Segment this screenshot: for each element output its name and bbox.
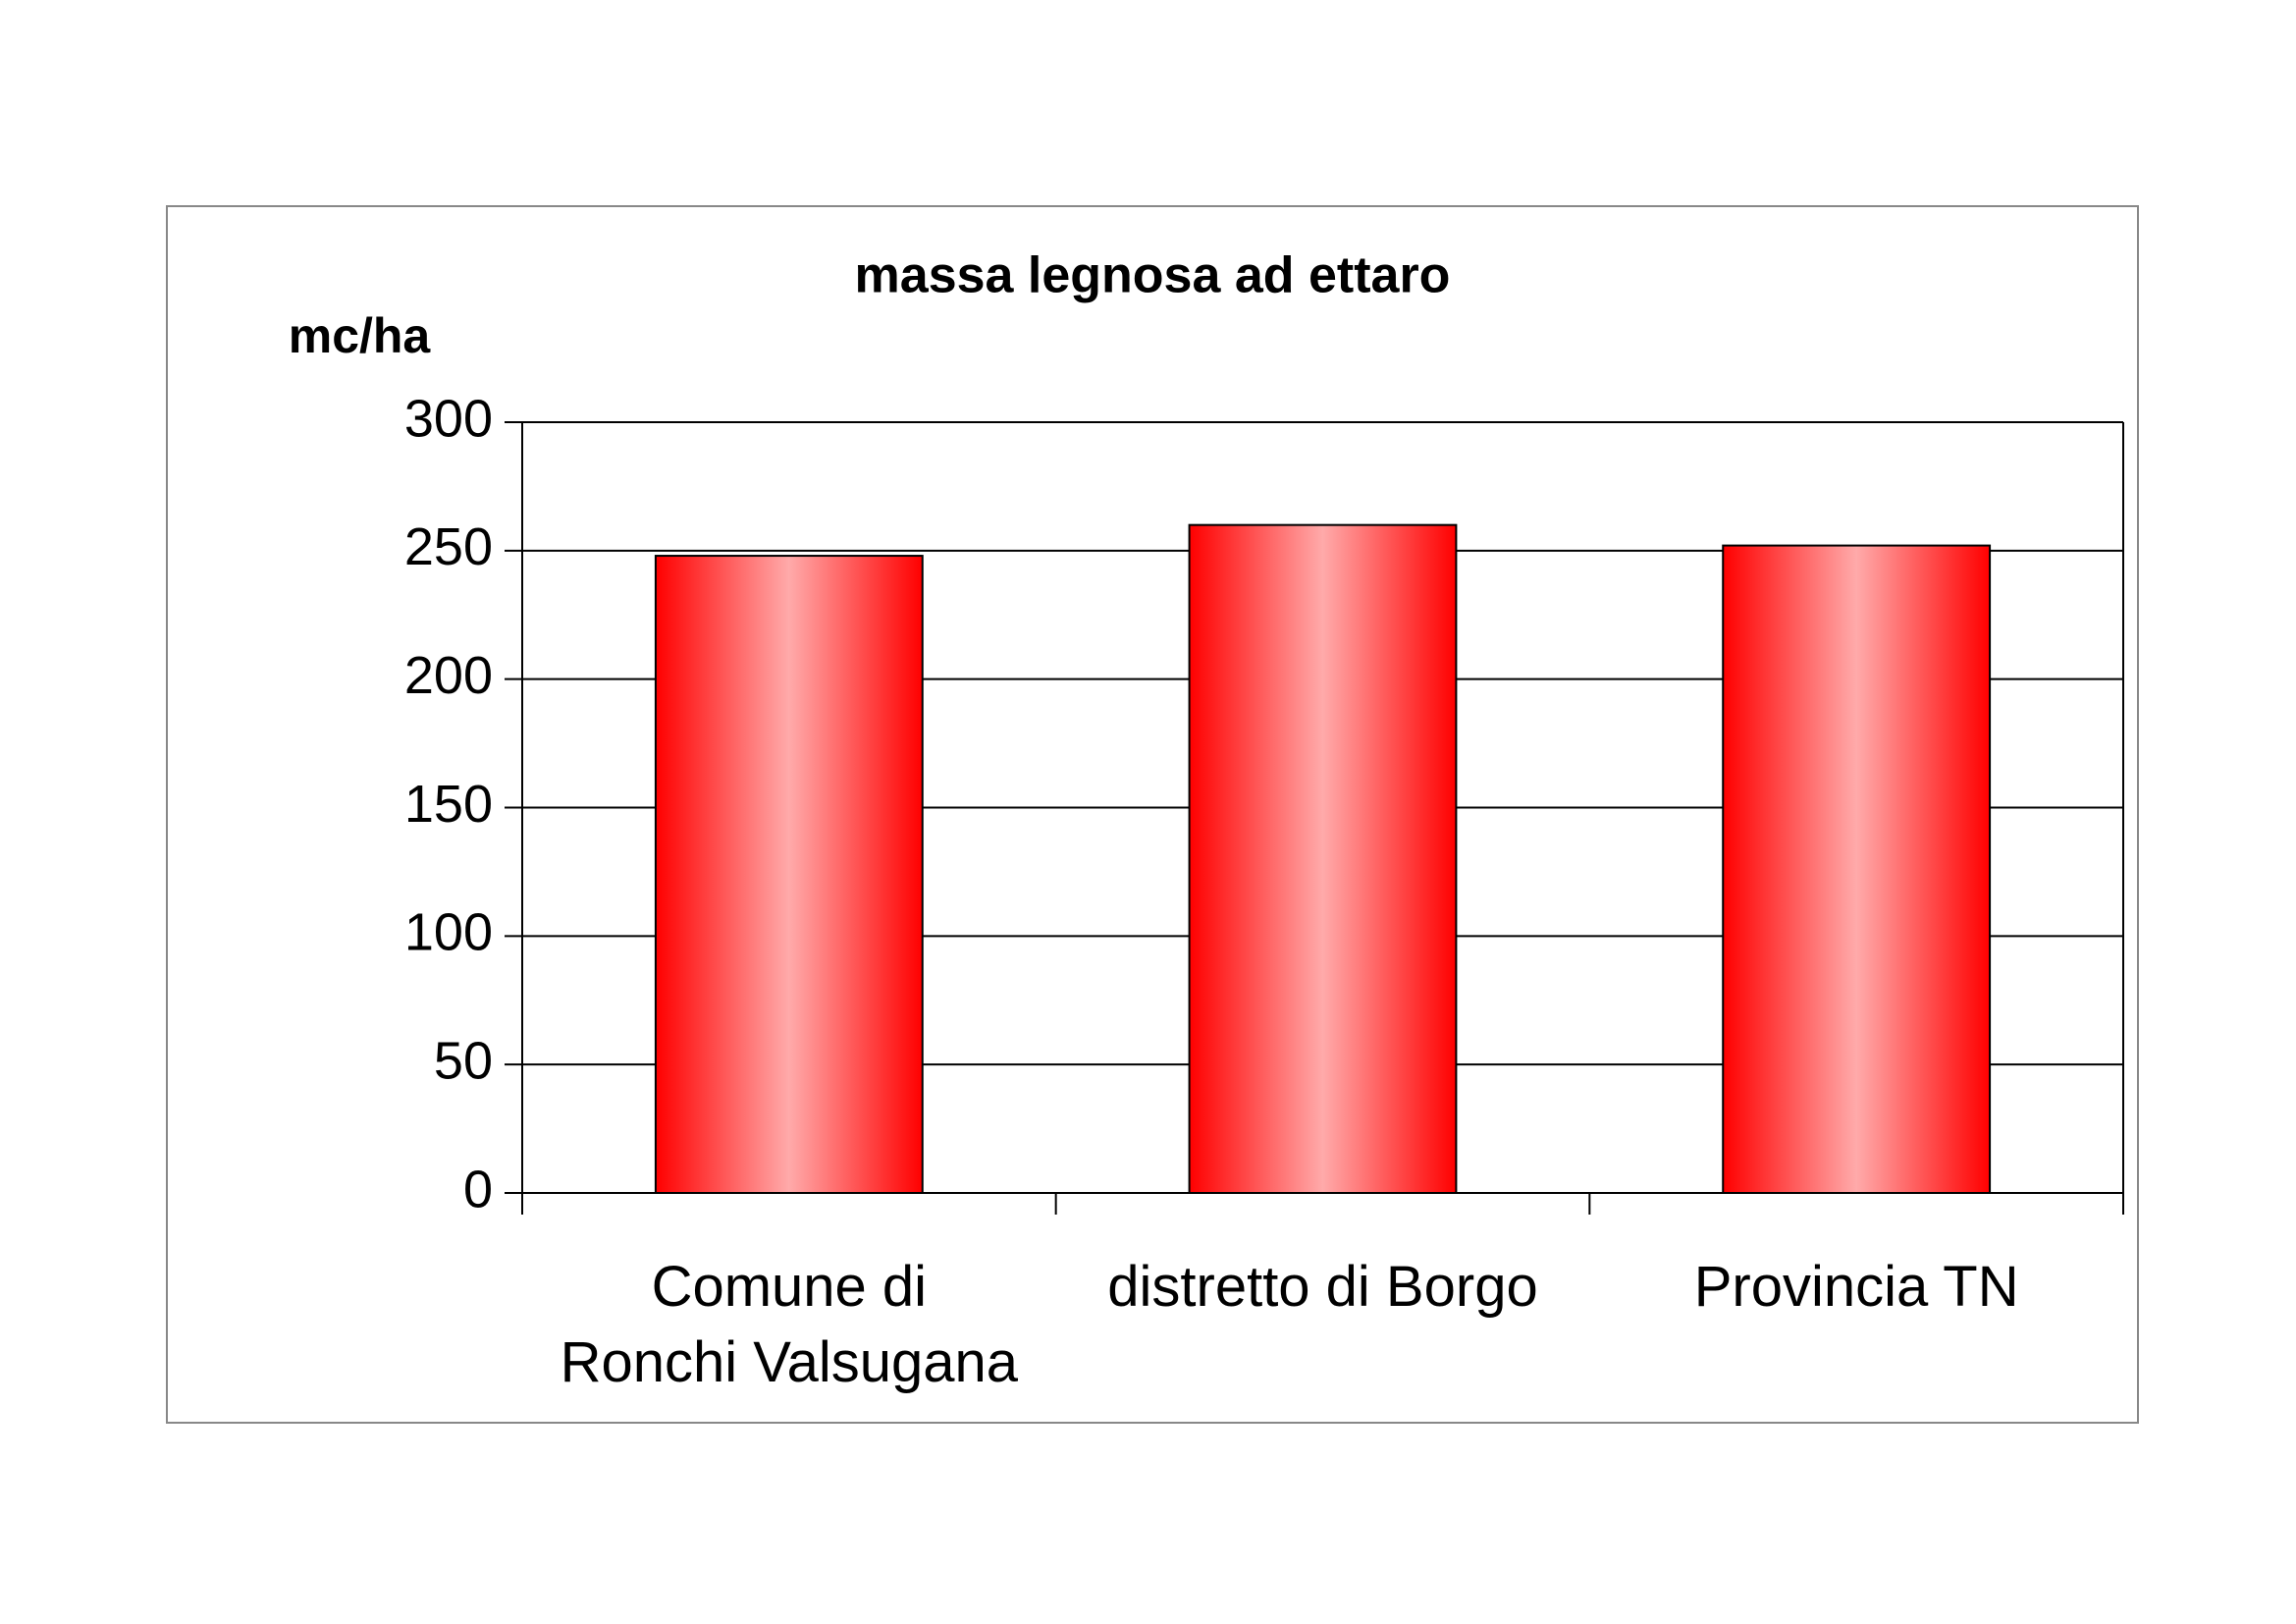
y-axis-label: mc/ha — [289, 308, 432, 363]
y-tick-label: 100 — [404, 903, 493, 962]
bar — [654, 555, 924, 1194]
x-tick-label: Comune di Ronchi Valsugana — [560, 1255, 1019, 1394]
bar — [1722, 544, 1992, 1194]
y-tick-label: 50 — [434, 1031, 493, 1090]
x-tick-label: distretto di Borgo — [1107, 1255, 1538, 1319]
y-tick-label: 200 — [404, 646, 493, 705]
bar — [1188, 523, 1458, 1194]
x-tick-label: Provincia TN — [1693, 1255, 2019, 1319]
y-tick-label: 150 — [404, 775, 493, 834]
y-tick-label: 0 — [463, 1160, 493, 1218]
y-tick-label: 300 — [404, 389, 493, 448]
y-tick-label: 250 — [404, 517, 493, 576]
chart-title: massa legnosa ad ettaro — [855, 247, 1451, 304]
